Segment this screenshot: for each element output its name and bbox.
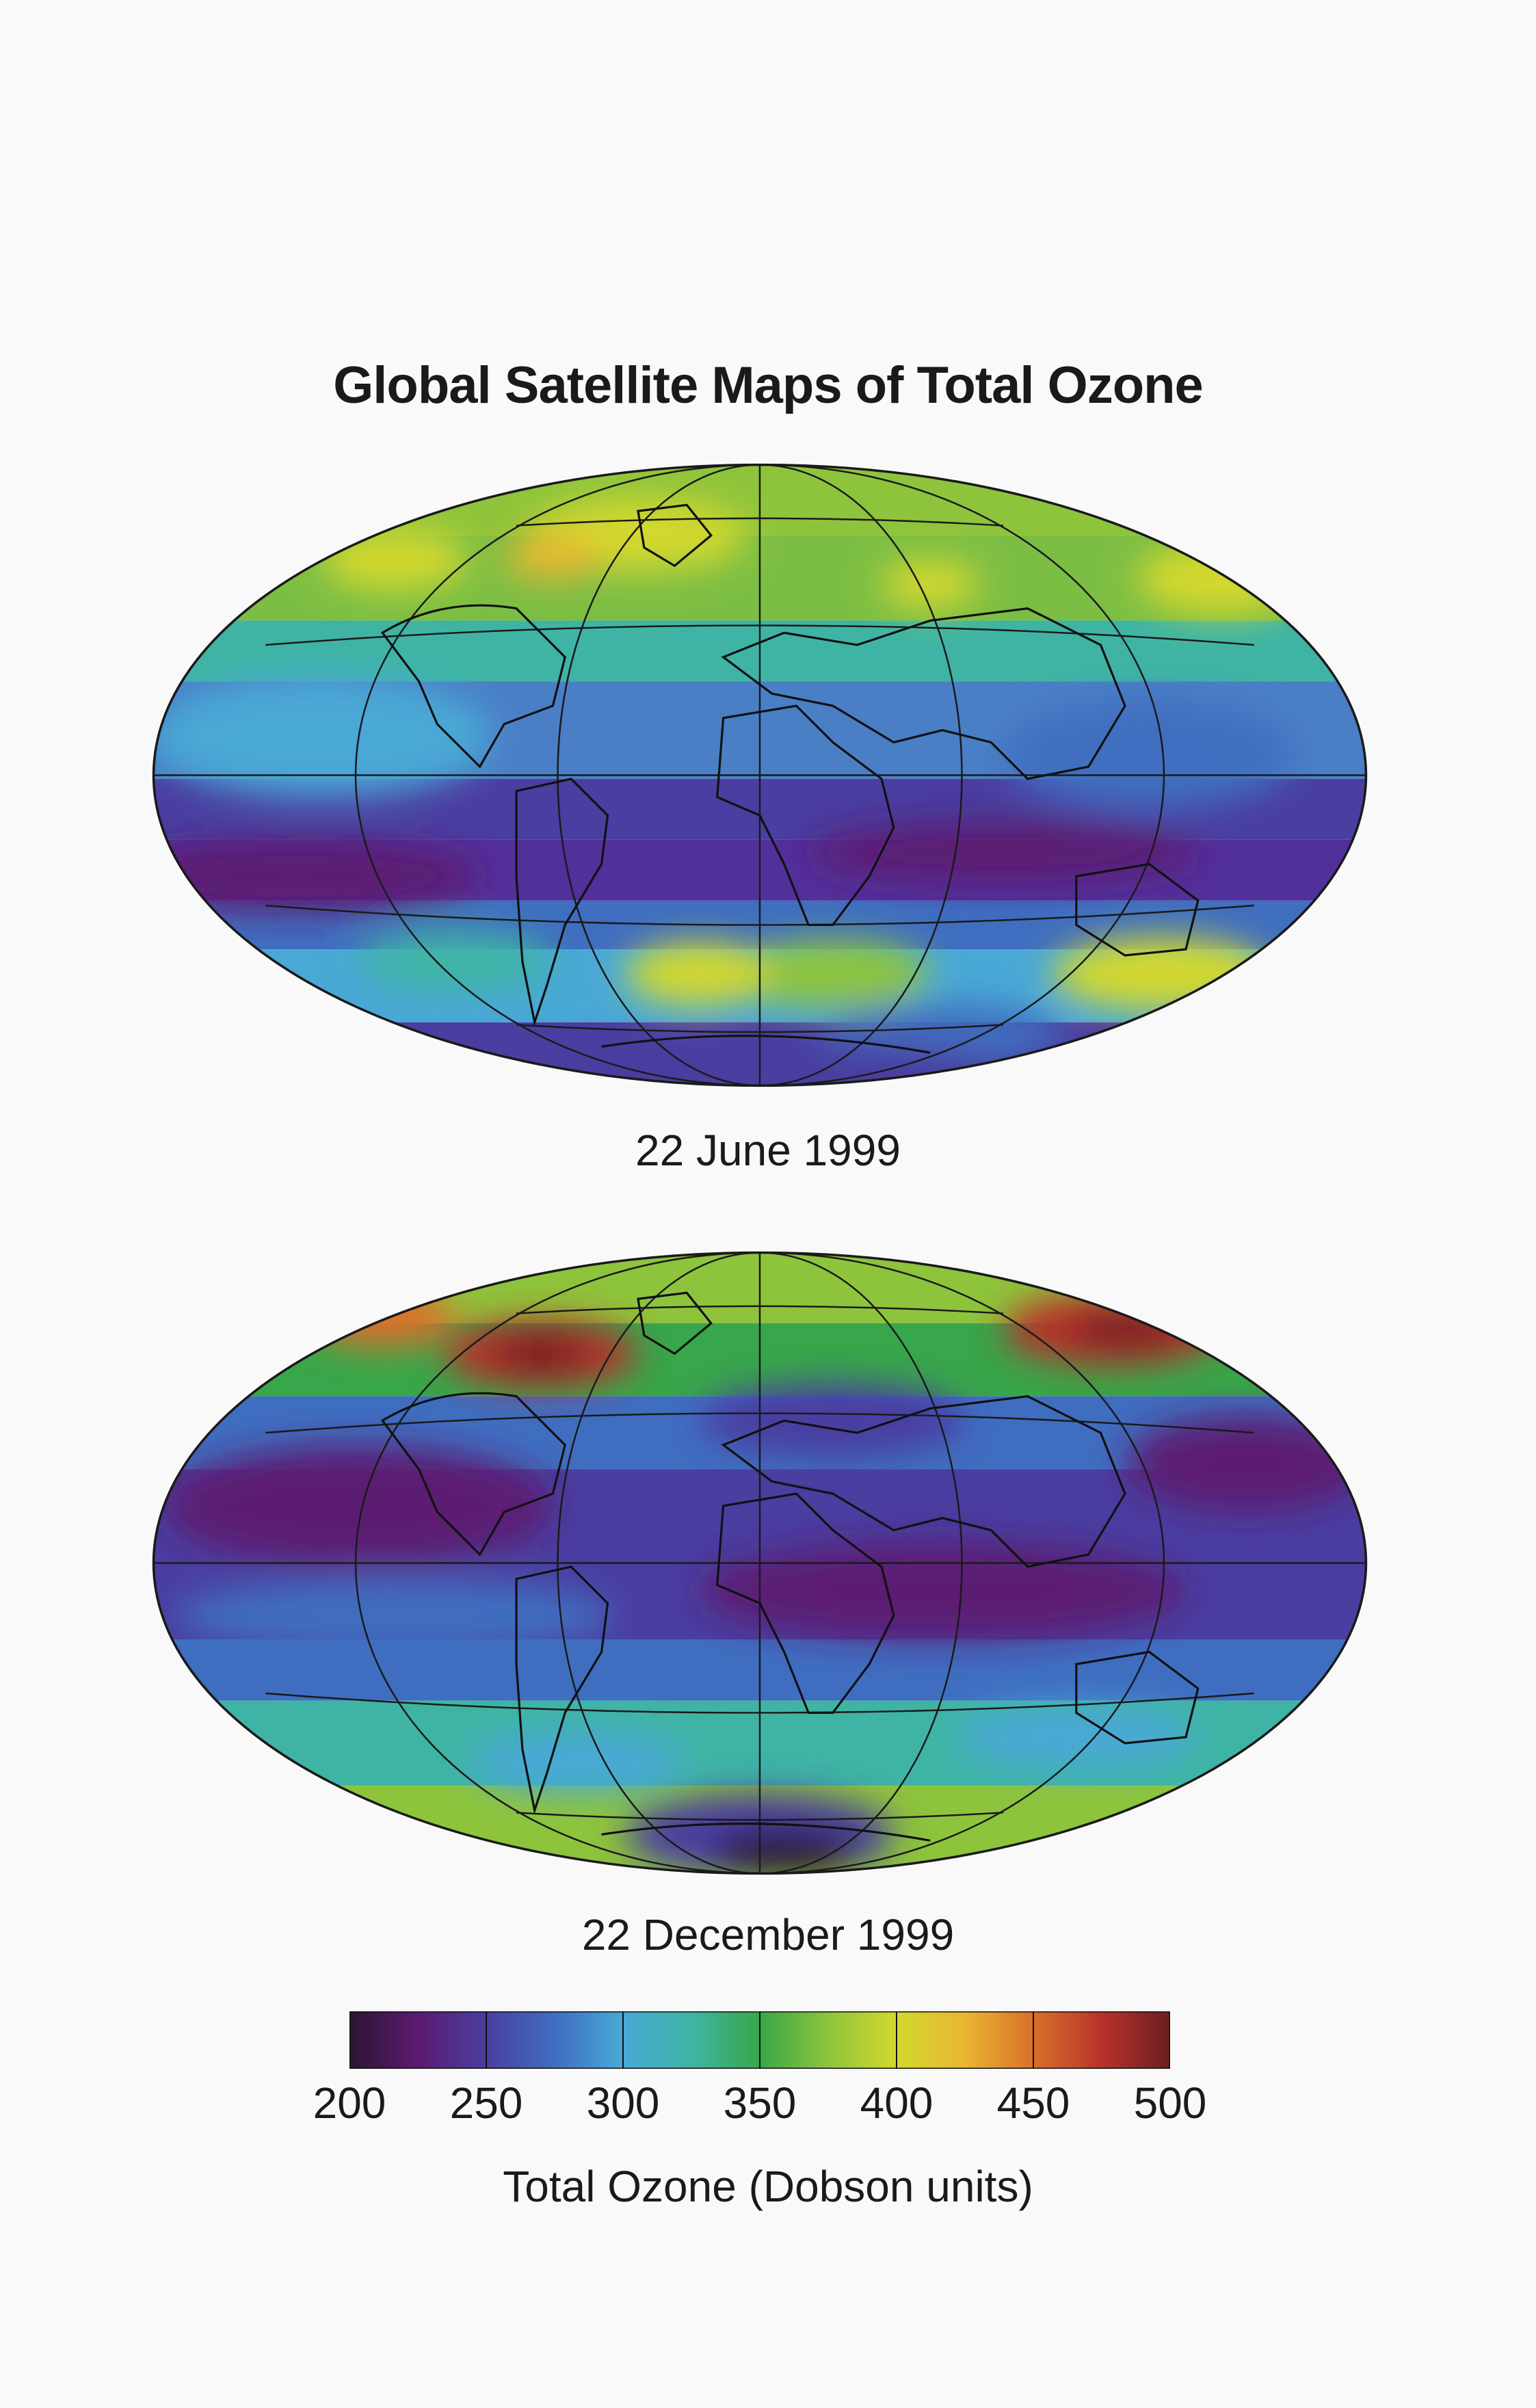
colorbar-gradient	[349, 2011, 1170, 2069]
colorbar-label: Total Ozone (Dobson units)	[503, 2162, 1033, 2211]
december-map-svg	[152, 1251, 1368, 1875]
map-label-december: 22 December 1999	[581, 1910, 955, 1959]
colorbar-tick: 500	[1133, 2078, 1207, 2128]
colorbar-tick: 350	[723, 2078, 797, 2128]
ozone-map-june	[151, 462, 1368, 1088]
map-label-june: 22 June 1999	[635, 1126, 901, 1175]
december-coastlines	[380, 1291, 1200, 1842]
colorbar	[349, 2011, 1170, 2069]
colorbar-tick: 400	[860, 2078, 933, 2128]
june-coastlines	[380, 503, 1200, 1054]
december-graticule	[152, 1251, 1368, 1875]
colorbar-tick: 300	[586, 2078, 660, 2128]
june-graticule	[152, 463, 1368, 1087]
colorbar-tick: 200	[313, 2078, 386, 2128]
colorbar-ticks: 200 250 300 350 400 450 500	[313, 2078, 1207, 2132]
june-map-svg	[152, 463, 1368, 1087]
figure-title: Global Satellite Maps of Total Ozone	[333, 356, 1204, 414]
ozone-map-december	[151, 1250, 1368, 1876]
colorbar-tick: 250	[449, 2078, 523, 2128]
colorbar-tick: 450	[996, 2078, 1070, 2128]
